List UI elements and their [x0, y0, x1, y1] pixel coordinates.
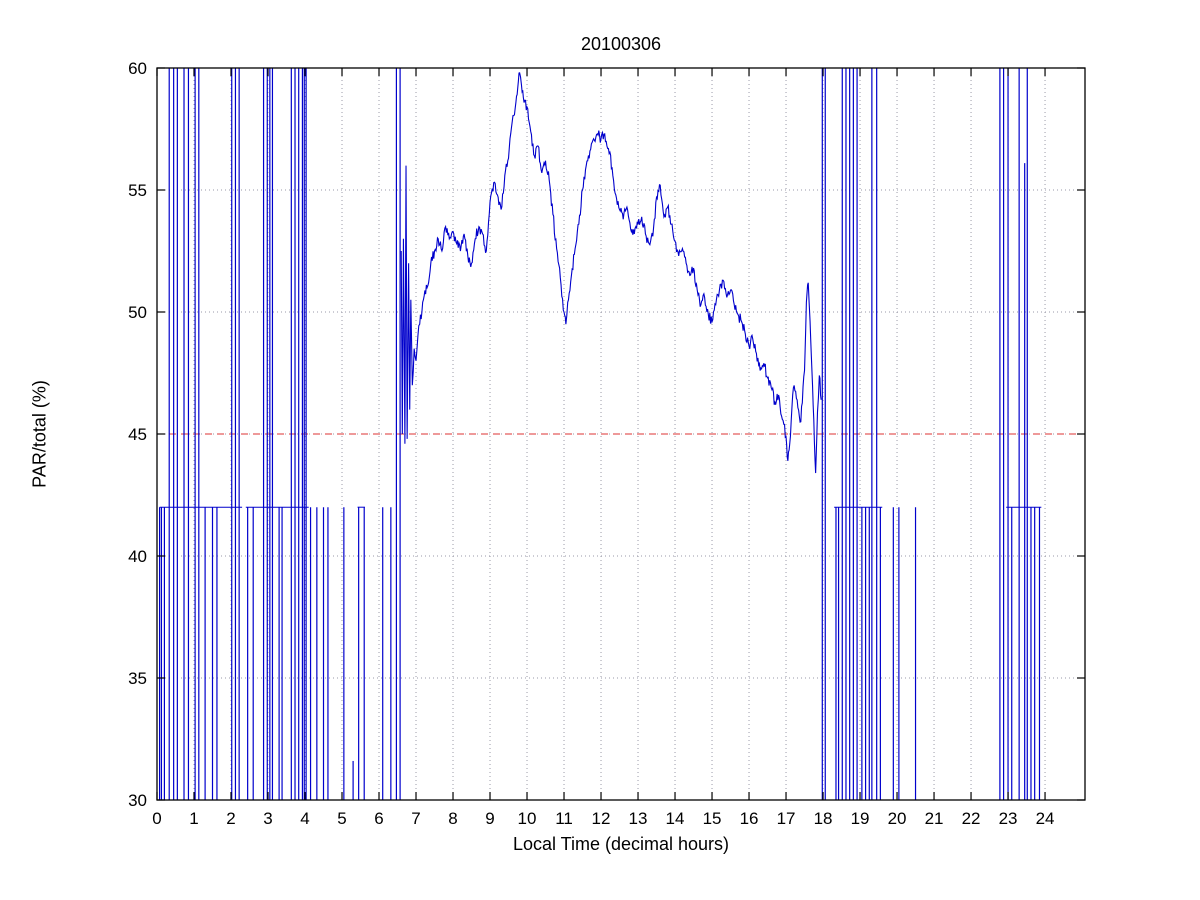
svg-text:7: 7	[411, 809, 420, 828]
svg-text:2: 2	[226, 809, 235, 828]
svg-text:1: 1	[189, 809, 198, 828]
svg-text:14: 14	[666, 809, 685, 828]
chart-title: 20100306	[580, 34, 662, 54]
svg-text:18: 18	[814, 809, 833, 828]
svg-text:16: 16	[740, 809, 759, 828]
svg-text:19: 19	[851, 809, 870, 828]
x-axis-label: Local Time (decimal hours)	[512, 834, 730, 854]
y-axis-label: PAR/total (%)	[29, 380, 50, 488]
svg-text:21: 21	[925, 809, 944, 828]
svg-text:4: 4	[300, 809, 309, 828]
svg-text:50: 50	[128, 303, 147, 322]
svg-text:20: 20	[888, 809, 907, 828]
svg-text:10: 10	[518, 809, 537, 828]
svg-text:40: 40	[128, 547, 147, 566]
svg-text:24: 24	[1036, 809, 1055, 828]
svg-text:11: 11	[555, 809, 573, 828]
svg-text:6: 6	[374, 809, 383, 828]
svg-text:23: 23	[999, 809, 1018, 828]
svg-text:30: 30	[128, 791, 147, 810]
svg-text:60: 60	[128, 59, 147, 78]
svg-text:3: 3	[263, 809, 272, 828]
svg-text:5: 5	[337, 809, 346, 828]
svg-text:15: 15	[703, 809, 722, 828]
svg-text:0: 0	[152, 809, 161, 828]
svg-text:22: 22	[962, 809, 981, 828]
svg-text:17: 17	[777, 809, 796, 828]
svg-text:9: 9	[485, 809, 494, 828]
svg-text:35: 35	[128, 669, 147, 688]
svg-text:12: 12	[592, 809, 611, 828]
svg-text:55: 55	[128, 181, 147, 200]
svg-text:45: 45	[128, 425, 147, 444]
svg-text:8: 8	[448, 809, 457, 828]
svg-text:13: 13	[629, 809, 648, 828]
